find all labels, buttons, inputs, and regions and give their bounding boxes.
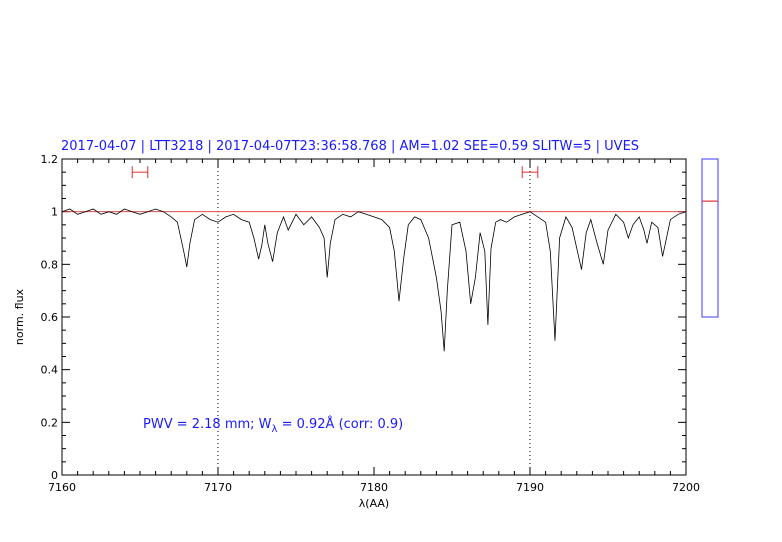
y-tick-label: 0.2 [41,416,59,429]
y-tick-label: 1.2 [41,153,59,166]
side-indicator-box [701,158,719,318]
x-axis-label: λ(AA) [359,497,389,510]
pwv-annotation-prefix: PWV = 2.18 mm; W [143,417,272,432]
x-tick-label: 7160 [48,481,76,494]
y-tick-label: 0.8 [41,258,59,271]
x-tick-label: 7170 [204,481,232,494]
pwv-annotation-subscript: λ [272,424,278,435]
x-tick-labels: 7160 7170 7180 7190 7200 [48,481,700,494]
pwv-annotation: PWV = 2.18 mm; Wλ = 0.92Å (corr: 0.9) [143,416,403,435]
y-tick-label: 0.6 [41,311,59,324]
x-tick-label: 7200 [672,481,700,494]
x-tick-label: 7190 [516,481,544,494]
y-tick-label: 0.4 [41,364,59,377]
y-tick-label: 0 [51,469,58,482]
y-tick-labels: 0 0.2 0.4 0.6 0.8 1 1.2 [41,153,59,482]
spectrum-series-line [61,208,687,352]
chart-title: 2017-04-07 | LTT3218 | 2017-04-07T23:36:… [61,139,639,154]
y-axis-label: norm. flux [13,288,26,345]
x-tick-label: 7180 [360,481,388,494]
pwv-annotation-suffix: = 0.92Å (corr: 0.9) [277,416,403,432]
y-tick-label: 1 [51,206,58,219]
fit-range-markers [131,166,539,179]
